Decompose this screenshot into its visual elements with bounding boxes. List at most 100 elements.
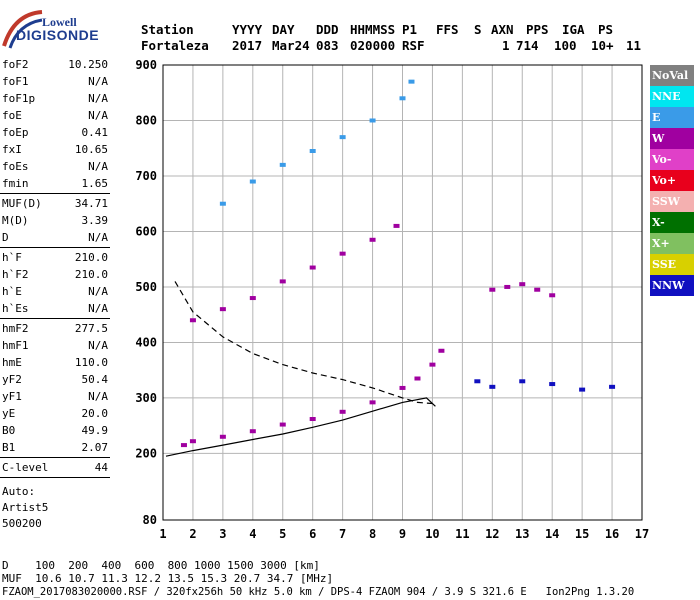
param-value: 10.250: [68, 58, 108, 71]
echo-point: [219, 434, 226, 439]
logo-mark-icon: [2, 10, 43, 49]
param-name: foF2: [2, 58, 29, 71]
param-value: 20.0: [81, 407, 109, 420]
header-value-hhmmss: 020000: [350, 38, 396, 53]
echo-point: [219, 201, 226, 206]
param-value: 110.0: [74, 356, 108, 369]
echo-point: [414, 376, 421, 381]
footer-muf-row: MUF 10.6 10.7 11.3 12.2 13.5 15.3 20.7 3…: [2, 572, 334, 585]
header-value-ps: 11: [626, 38, 642, 53]
echo-point: [519, 379, 526, 384]
echo-point: [609, 384, 616, 389]
header-label-pps: PPS: [526, 22, 549, 37]
echo-point: [369, 118, 376, 123]
x-tick-label: 8: [369, 527, 376, 541]
x-tick-label: 9: [399, 527, 406, 541]
logo-text-digisonde: DIGISONDE: [16, 27, 100, 43]
x-tick-label: 6: [309, 527, 316, 541]
header-label-ffs: FFS: [436, 22, 459, 37]
profile-curve: [165, 397, 436, 457]
y-tick-label: 400: [135, 335, 157, 349]
param-name: MUF(D): [2, 197, 42, 210]
header-value-p1: RSF: [402, 38, 425, 53]
param-row-hf2: h`F2 210.0: [2, 267, 108, 283]
echo-point: [219, 307, 226, 312]
echo-point: [504, 284, 511, 289]
y-tick-label: 200: [135, 446, 157, 460]
legend-nne: NNE: [650, 86, 694, 107]
echo-point: [489, 384, 496, 389]
param-value: N/A: [88, 160, 108, 173]
echo-point: [279, 279, 286, 284]
header-label-p1: P1: [402, 22, 418, 37]
param-divider: [0, 247, 110, 248]
param-value: 44: [94, 461, 108, 474]
param-divider: [0, 457, 110, 458]
echo-point: [474, 379, 481, 384]
echo-point: [180, 443, 187, 448]
param-value: N/A: [88, 231, 108, 244]
x-tick-label: 11: [455, 527, 469, 541]
param-name: B0: [2, 424, 16, 437]
echo-point: [369, 400, 376, 405]
echo-point: [309, 417, 316, 422]
echo-point: [438, 348, 445, 353]
x-tick-label: 13: [515, 527, 529, 541]
echo-point: [399, 385, 406, 390]
echo-point: [279, 162, 286, 167]
logo-text-lowell: Lowell: [42, 15, 77, 29]
y-tick-label: 500: [135, 280, 157, 294]
header-value-axn: 714: [516, 38, 539, 53]
param-name: fmin: [2, 177, 29, 190]
autoscaling-label: Auto:: [2, 485, 36, 498]
param-value: N/A: [88, 92, 108, 105]
x-tick-label: 10: [425, 527, 439, 541]
param-name: hmF2: [2, 322, 29, 335]
param-name: foF1p: [2, 92, 36, 105]
legend-x-minus: X-: [650, 212, 694, 233]
chart-marks: [180, 79, 616, 448]
header-value-ddd: 083: [316, 38, 339, 53]
param-divider: [0, 193, 110, 194]
echo-point: [339, 135, 346, 140]
param-row-yf1: yF1 N/A: [2, 389, 108, 405]
y-tick-label: 300: [135, 391, 157, 405]
param-row-ye: yE 20.0: [2, 406, 108, 422]
echo-point: [549, 382, 556, 387]
chart-tick-labels: 1 2 3 4 5 6 7 8 9 10 11 12 13 14 15 16 17802003004005006…: [135, 58, 649, 541]
param-value: N/A: [88, 285, 108, 298]
legend-vo-minus: Vo-: [650, 149, 694, 170]
echo-point: [279, 422, 286, 427]
param-name: B1: [2, 441, 16, 454]
param-row-fmin: fmin 1.65: [2, 176, 108, 192]
header-value-station: Fortaleza: [141, 38, 209, 53]
param-value: N/A: [88, 75, 108, 88]
header-label-station: Station: [141, 22, 194, 37]
header-label-s: S: [474, 22, 482, 37]
footer-distance-row: D 100 200 400 600 800 1000 1500 3000 [km…: [2, 559, 320, 572]
param-name: h`F2: [2, 268, 29, 281]
legend-x-plus: X+: [650, 233, 694, 254]
legend-noval: NoVal: [650, 65, 694, 86]
param-name: hmF1: [2, 339, 29, 352]
param-row-foep: foEp 0.41: [2, 125, 108, 141]
param-value: 2.07: [81, 441, 109, 454]
x-tick-label: 5: [279, 527, 286, 541]
param-value: 50.4: [81, 373, 109, 386]
x-tick-label: 1: [159, 527, 166, 541]
legend-ssw: SSW: [650, 191, 694, 212]
header-value-pps: 100: [554, 38, 577, 53]
param-name: h`E: [2, 285, 22, 298]
param-name: C-level: [2, 461, 49, 474]
x-tick-label: 14: [545, 527, 559, 541]
echo-point: [549, 293, 556, 298]
echo-point: [249, 429, 256, 434]
param-value: N/A: [88, 339, 108, 352]
param-row-fof1p: foF1p N/A: [2, 91, 108, 107]
header-label-iga: IGA: [562, 22, 585, 37]
legend-w: W: [650, 128, 694, 149]
param-name: h`F: [2, 251, 22, 264]
echo-point: [249, 296, 256, 301]
echo-point: [339, 251, 346, 256]
echo-point: [309, 149, 316, 154]
